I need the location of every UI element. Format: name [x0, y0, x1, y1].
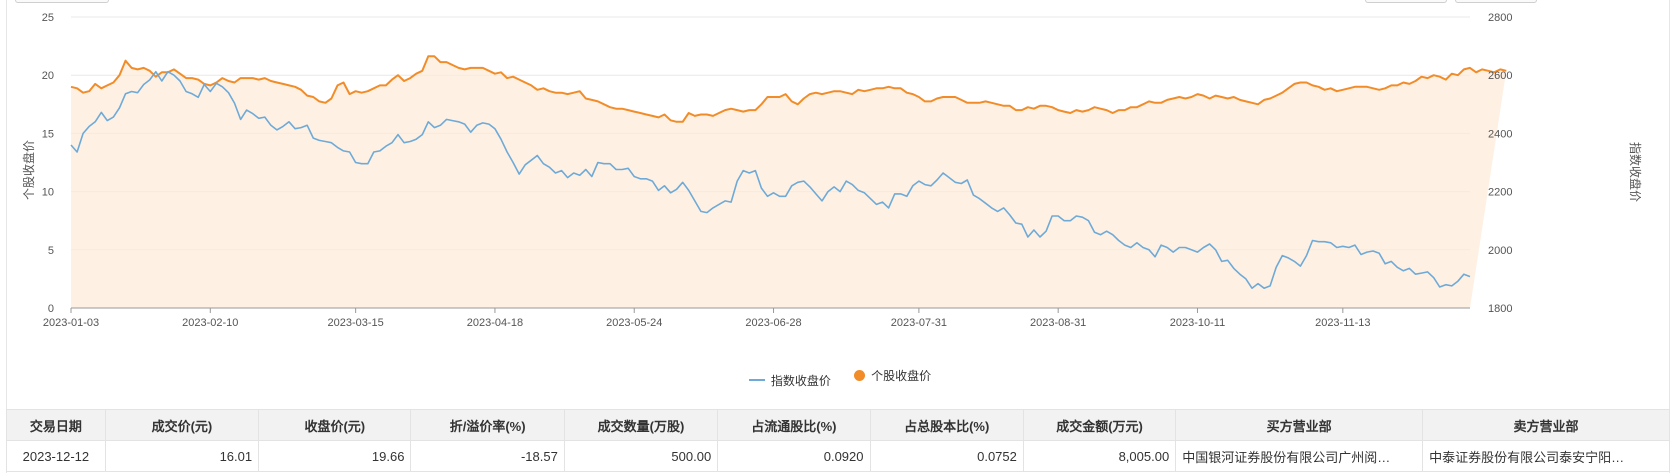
- cell-date: 2023-12-12: [6, 440, 106, 472]
- legend-item-stock[interactable]: 个股收盘价: [854, 367, 931, 384]
- x-tick-label: 2023-06-28: [745, 317, 801, 329]
- y-left-tick-label: 20: [42, 70, 54, 82]
- y-right-tick-label: 1800: [1488, 303, 1512, 315]
- x-tick-label: 2023-10-11: [1170, 317, 1225, 329]
- col-header-seller[interactable]: 卖方营业部: [1422, 409, 1670, 441]
- y-right-tick-label: 2800: [1488, 12, 1512, 24]
- y-right-tick-label: 2600: [1488, 70, 1512, 82]
- col-header-volume[interactable]: 成交数量(万股): [563, 409, 719, 441]
- col-header-float-ratio[interactable]: 占流通股比(%): [717, 409, 871, 441]
- chart-legend: 指数收盘价 个股收盘价: [0, 367, 1680, 389]
- block-trade-table: 交易日期 成交价(元) 收盘价(元) 折/溢价率(%) 成交数量(万股) 占流通…: [6, 409, 1670, 472]
- y-right-tick-label: 2200: [1488, 187, 1512, 199]
- col-header-buyer[interactable]: 买方营业部: [1175, 409, 1424, 441]
- y-right-tick-label: 2400: [1488, 128, 1512, 140]
- legend-line-swatch: [748, 379, 765, 381]
- col-header-total-ratio[interactable]: 占总股本比(%): [869, 409, 1024, 441]
- stock-close-area: [71, 56, 1507, 308]
- y-left-tick-label: 25: [42, 12, 54, 24]
- x-tick-label: 2023-03-15: [328, 317, 384, 329]
- cell-volume: 500.00: [563, 440, 719, 472]
- col-header-close-price[interactable]: 收盘价(元): [258, 409, 412, 441]
- y-left-tick-label: 15: [42, 128, 54, 140]
- y-right-axis-label: 指数收盘价: [1628, 142, 1643, 202]
- cell-float-ratio: 0.0920: [717, 440, 871, 472]
- legend-label-index: 指数收盘价: [770, 373, 831, 388]
- y-right-tick-label: 2000: [1488, 245, 1512, 257]
- y-left-tick-label: 0: [48, 303, 54, 315]
- x-tick-label: 2023-11-13: [1315, 317, 1370, 329]
- cell-seller[interactable]: 中泰证券股份有限公司泰安宁阳…: [1422, 440, 1670, 472]
- col-header-date[interactable]: 交易日期: [6, 409, 106, 441]
- col-header-amount[interactable]: 成交金额(万元): [1022, 409, 1177, 441]
- cell-premium: -18.57: [410, 440, 565, 472]
- stock-close-line: [70, 55, 1507, 123]
- x-tick-label: 2023-05-24: [606, 317, 662, 329]
- axes: 0 5 10 15 20 25 1800 2000 2200 2400 2600 2800 2023-0…: [42, 12, 1513, 329]
- toolbar-button-right-2[interactable]: [1455, 0, 1537, 3]
- y-left-tick-label: 10: [42, 187, 54, 199]
- x-tick-label: 2023-02-10: [182, 317, 238, 329]
- x-tick-label: 2023-07-31: [891, 317, 947, 329]
- cell-trade-price: 16.01: [104, 440, 260, 472]
- legend-dot-swatch: [854, 370, 866, 381]
- price-chart: 0 5 10 15 20 25 1800 2000 2200 2400 2600 2800 2023-0…: [21, 12, 1643, 329]
- chart-panel: [6, 0, 1670, 473]
- cell-amount: 8,005.00: [1022, 440, 1177, 472]
- col-header-trade-price[interactable]: 成交价(元): [104, 409, 260, 441]
- y-left-axis-label: 个股收盘价: [21, 140, 36, 200]
- x-tick-label: 2023-01-03: [43, 317, 99, 329]
- cell-total-ratio: 0.0752: [869, 440, 1024, 472]
- toolbar-button-right-1[interactable]: [1365, 0, 1447, 3]
- table-header-row: 交易日期 成交价(元) 收盘价(元) 折/溢价率(%) 成交数量(万股) 占流通…: [6, 409, 1670, 441]
- x-tick-label: 2023-08-31: [1030, 317, 1086, 329]
- cell-close-price: 19.66: [258, 440, 412, 472]
- index-close-line: [70, 70, 1471, 289]
- y-left-tick-label: 5: [48, 245, 54, 257]
- x-tick-label: 2023-04-18: [467, 317, 523, 329]
- legend-item-index[interactable]: 指数收盘价: [748, 372, 831, 389]
- legend-label-stock: 个股收盘价: [871, 369, 932, 383]
- col-header-premium[interactable]: 折/溢价率(%): [410, 409, 565, 441]
- cell-buyer[interactable]: 中国银河证券股份有限公司广州阅…: [1175, 440, 1424, 472]
- toolbar-button-left[interactable]: [15, 0, 109, 3]
- table-row: 2023-12-12 16.01 19.66 -18.57 500.00 0.0…: [6, 440, 1670, 472]
